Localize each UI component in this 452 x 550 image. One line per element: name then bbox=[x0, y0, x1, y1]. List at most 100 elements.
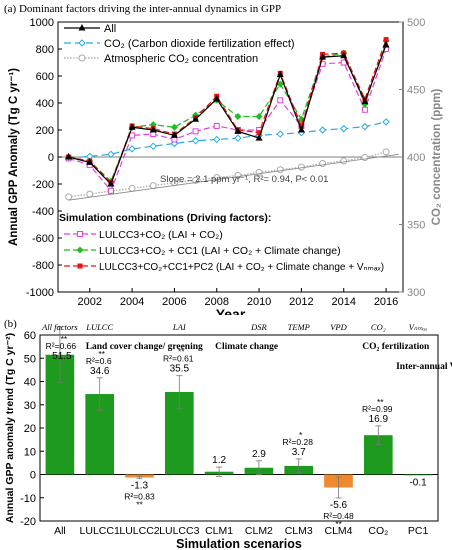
slope-annotation: Slope = 2.1 ppm yr⁻¹, R²= 0.94, P< 0.01 bbox=[160, 174, 328, 185]
x-tick-label: 2016 bbox=[374, 296, 398, 308]
legend-label: LULCC3+CO₂ + CC1 (LAI + CO₂ + Climate ch… bbox=[99, 245, 341, 257]
series-line bbox=[68, 48, 387, 192]
y-tick-label: 400 bbox=[36, 98, 54, 110]
data-point bbox=[382, 118, 390, 126]
y-tick-label: -1000 bbox=[26, 287, 54, 299]
co2-trend-line bbox=[68, 153, 399, 201]
data-point bbox=[255, 113, 263, 120]
x-tick-label: 2002 bbox=[78, 296, 102, 308]
x-tick-label: 2010 bbox=[247, 296, 271, 308]
top-factor-label: All factors bbox=[41, 322, 78, 332]
data-point bbox=[191, 137, 200, 145]
r2-label: R²=0.83 bbox=[124, 492, 155, 502]
value-label: -1.3 bbox=[131, 481, 149, 492]
legend-marker bbox=[77, 263, 83, 269]
data-point bbox=[86, 190, 94, 198]
legend-label: LULCC3+CO₂ (LAI + CO₂) bbox=[99, 229, 223, 241]
legend-marker bbox=[78, 54, 86, 62]
y-tick-label: -800 bbox=[32, 260, 54, 272]
top-factor-label: Vₙₘₐₓ bbox=[409, 322, 428, 332]
y-tick-label: 30 bbox=[24, 400, 36, 412]
y-tick-label: 1000 bbox=[30, 17, 54, 29]
data-point bbox=[382, 40, 390, 48]
data-point bbox=[107, 187, 114, 194]
group-label-land-cover: Land cover change/ greening bbox=[86, 342, 203, 352]
data-point bbox=[298, 123, 304, 129]
x-tick-label: CO₂ bbox=[368, 525, 388, 537]
x-tick-label: LULCC2 bbox=[119, 525, 159, 537]
x-tick-label: All bbox=[54, 525, 66, 537]
value-label: 51.5 bbox=[52, 351, 72, 362]
gpp-trend-bar-chart: (b) -20 -10 0 10 20 30 40 50 60 Annual GPP anomaly… bbox=[4, 318, 452, 550]
y-tick-label: 0 bbox=[48, 152, 54, 164]
data-point bbox=[192, 128, 199, 135]
data-point bbox=[213, 94, 221, 102]
series-line bbox=[68, 121, 387, 159]
legend-title: Simulation combinations (Driving factors… bbox=[59, 212, 271, 224]
data-point bbox=[297, 163, 305, 171]
data-point bbox=[340, 51, 348, 59]
value-label: 2.9 bbox=[252, 449, 266, 460]
y-tick-label: -10 bbox=[20, 493, 36, 505]
data-point bbox=[255, 134, 263, 141]
legend-label: Atmospheric CO₂ concentration bbox=[104, 53, 258, 65]
legend-label: CO₂ (Carbon dioxide fertilization effect… bbox=[104, 38, 295, 50]
legend-marker bbox=[76, 246, 84, 254]
panel-b-title: (b) bbox=[4, 318, 17, 330]
data-point bbox=[170, 123, 178, 131]
bar bbox=[403, 474, 433, 476]
y-tick-label: -200 bbox=[32, 179, 54, 191]
significance-label: ** bbox=[136, 500, 143, 510]
y-tick-label: -400 bbox=[32, 206, 54, 218]
data-point bbox=[86, 158, 94, 165]
y-tick-label: 600 bbox=[36, 71, 54, 83]
y2-tick-label: 350 bbox=[407, 220, 425, 232]
data-point bbox=[276, 70, 284, 78]
value-label: 34.6 bbox=[90, 366, 110, 377]
x-tick-label: CLM2 bbox=[245, 525, 273, 537]
data-point bbox=[276, 80, 284, 88]
value-label: 16.9 bbox=[369, 414, 389, 425]
data-point bbox=[65, 153, 73, 160]
x-tick-label: 2004 bbox=[120, 296, 144, 308]
y-tick-label: -20 bbox=[20, 516, 36, 528]
y2-tick-label: 400 bbox=[407, 152, 425, 164]
data-point bbox=[234, 113, 242, 120]
y-axis-label: Annual GPP Anomaly (Tg C yr⁻¹) bbox=[8, 68, 20, 246]
data-point bbox=[318, 126, 327, 134]
value-label: 35.5 bbox=[170, 364, 190, 375]
data-point bbox=[213, 135, 221, 144]
r2-label: R²=0.61 bbox=[163, 354, 194, 364]
data-point bbox=[149, 126, 157, 133]
group-label-vcmax: Inter-annual Vₙₘₐₓ change bbox=[396, 362, 452, 372]
data-point bbox=[234, 127, 242, 134]
data-point bbox=[340, 157, 348, 165]
data-point bbox=[276, 166, 284, 174]
data-point bbox=[149, 142, 157, 150]
y-tick-label: 0 bbox=[30, 470, 36, 482]
legend-marker bbox=[77, 231, 83, 237]
series-line bbox=[68, 44, 387, 186]
legend-marker bbox=[78, 39, 86, 47]
group-label-co2: CO₂ fertilization bbox=[362, 342, 430, 352]
x-tick-label: LULCC1 bbox=[80, 525, 120, 537]
data-point bbox=[65, 193, 73, 201]
y-tick-label: 50 bbox=[24, 353, 36, 365]
significance-label: ** bbox=[98, 349, 105, 359]
data-point bbox=[361, 122, 369, 131]
data-point bbox=[234, 134, 242, 142]
x-tick-label: 2006 bbox=[162, 296, 186, 308]
y-tick-label: 800 bbox=[36, 44, 54, 56]
y-tick-label: -600 bbox=[32, 233, 54, 245]
panel-a-title: (a) Dominant factors driving the inter-a… bbox=[4, 3, 282, 15]
y-tick-label: 60 bbox=[24, 330, 36, 342]
data-point bbox=[128, 184, 136, 192]
top-factor-label: DSR bbox=[250, 322, 267, 332]
data-point bbox=[277, 97, 284, 104]
top-factor-label: LULCC bbox=[85, 322, 113, 332]
x-tick-label: 2012 bbox=[289, 296, 313, 308]
data-point bbox=[382, 148, 390, 156]
y2-tick-label: 450 bbox=[407, 85, 425, 97]
x-tick-label: LULCC3 bbox=[159, 525, 199, 537]
